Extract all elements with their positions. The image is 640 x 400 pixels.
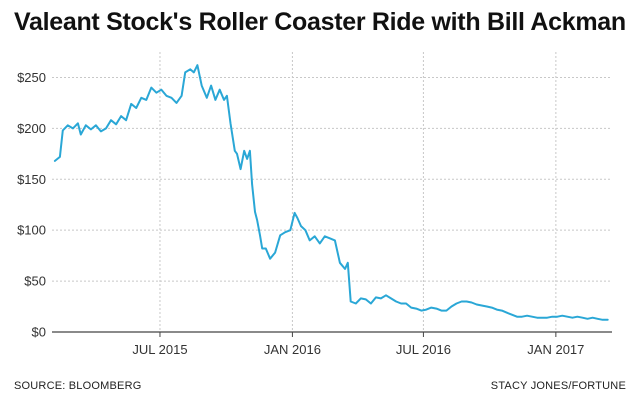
y-tick-label: $100 — [17, 223, 46, 238]
source-note: SOURCE: BLOOMBERG — [14, 380, 142, 392]
y-tick-label: $50 — [24, 274, 46, 289]
chart-title: Valeant Stock's Roller Coaster Ride with… — [14, 8, 626, 36]
x-tick-label: JUL 2016 — [396, 342, 451, 357]
x-tick-label: JUL 2015 — [132, 342, 187, 357]
y-tick-label: $0 — [32, 325, 46, 340]
y-tick-label: $250 — [17, 70, 46, 85]
x-tick-label: JAN 2017 — [527, 342, 584, 357]
credit-note: STACY JONES/FORTUNE — [490, 380, 626, 392]
y-tick-label: $150 — [17, 172, 46, 187]
x-tick-label: JAN 2016 — [264, 342, 321, 357]
line-chart: $0 $50 $100 $150 $200 $250 JUL 2015 JAN 2016 JUL… — [17, 52, 612, 357]
series-line — [53, 64, 609, 321]
y-tick-label: $200 — [17, 121, 46, 136]
